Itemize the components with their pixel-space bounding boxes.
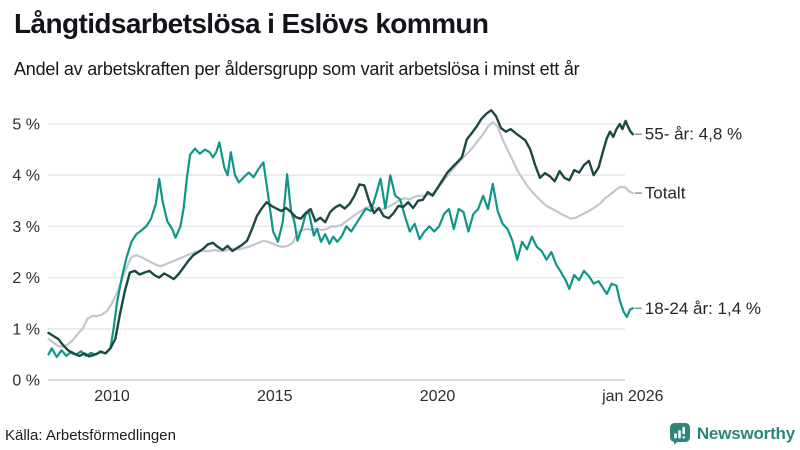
chart-area: 0 % 1 % 2 % 3 % 4 % 5 % 2010 2015 2020 jan 2026 55… — [0, 95, 800, 410]
x-tick-label: jan 2026 — [601, 388, 663, 405]
y-tick-label: 3 % — [12, 219, 40, 236]
x-tick-label: 2010 — [94, 388, 130, 405]
series-end-label-18-24-ar: 18-24 år: 1,4 % — [645, 299, 761, 318]
x-tick-label: 2015 — [257, 388, 293, 405]
series-end-label-totalt: Totalt — [645, 184, 686, 203]
y-tick-label: 1 % — [12, 321, 40, 338]
brand-badge: Newsworthy — [669, 422, 795, 445]
series-line-55-ar — [47, 109, 634, 358]
y-tick-label: 2 % — [12, 270, 40, 287]
series-line-18-24-ar — [47, 141, 634, 359]
page-title: Långtidsarbetslösa i Eslövs kommun — [14, 8, 489, 39]
x-tick-label: 2020 — [420, 388, 456, 405]
series-end-label-55-ar: 55- år: 4,8 % — [645, 125, 742, 144]
page-subtitle: Andel av arbetskraften per åldersgrupp s… — [14, 59, 580, 79]
newsworthy-logo-icon — [669, 422, 691, 445]
series-line-totalt — [47, 120, 634, 348]
source-note: Källa: Arbetsförmedlingen — [5, 427, 176, 444]
y-tick-label: 4 % — [12, 168, 40, 185]
brand-name: Newsworthy — [696, 423, 795, 443]
line-chart: 0 % 1 % 2 % 3 % 4 % 5 % 2010 2015 2020 jan 2026 55… — [12, 109, 761, 405]
y-tick-label: 0 % — [12, 373, 40, 390]
y-tick-label: 5 % — [12, 117, 40, 134]
